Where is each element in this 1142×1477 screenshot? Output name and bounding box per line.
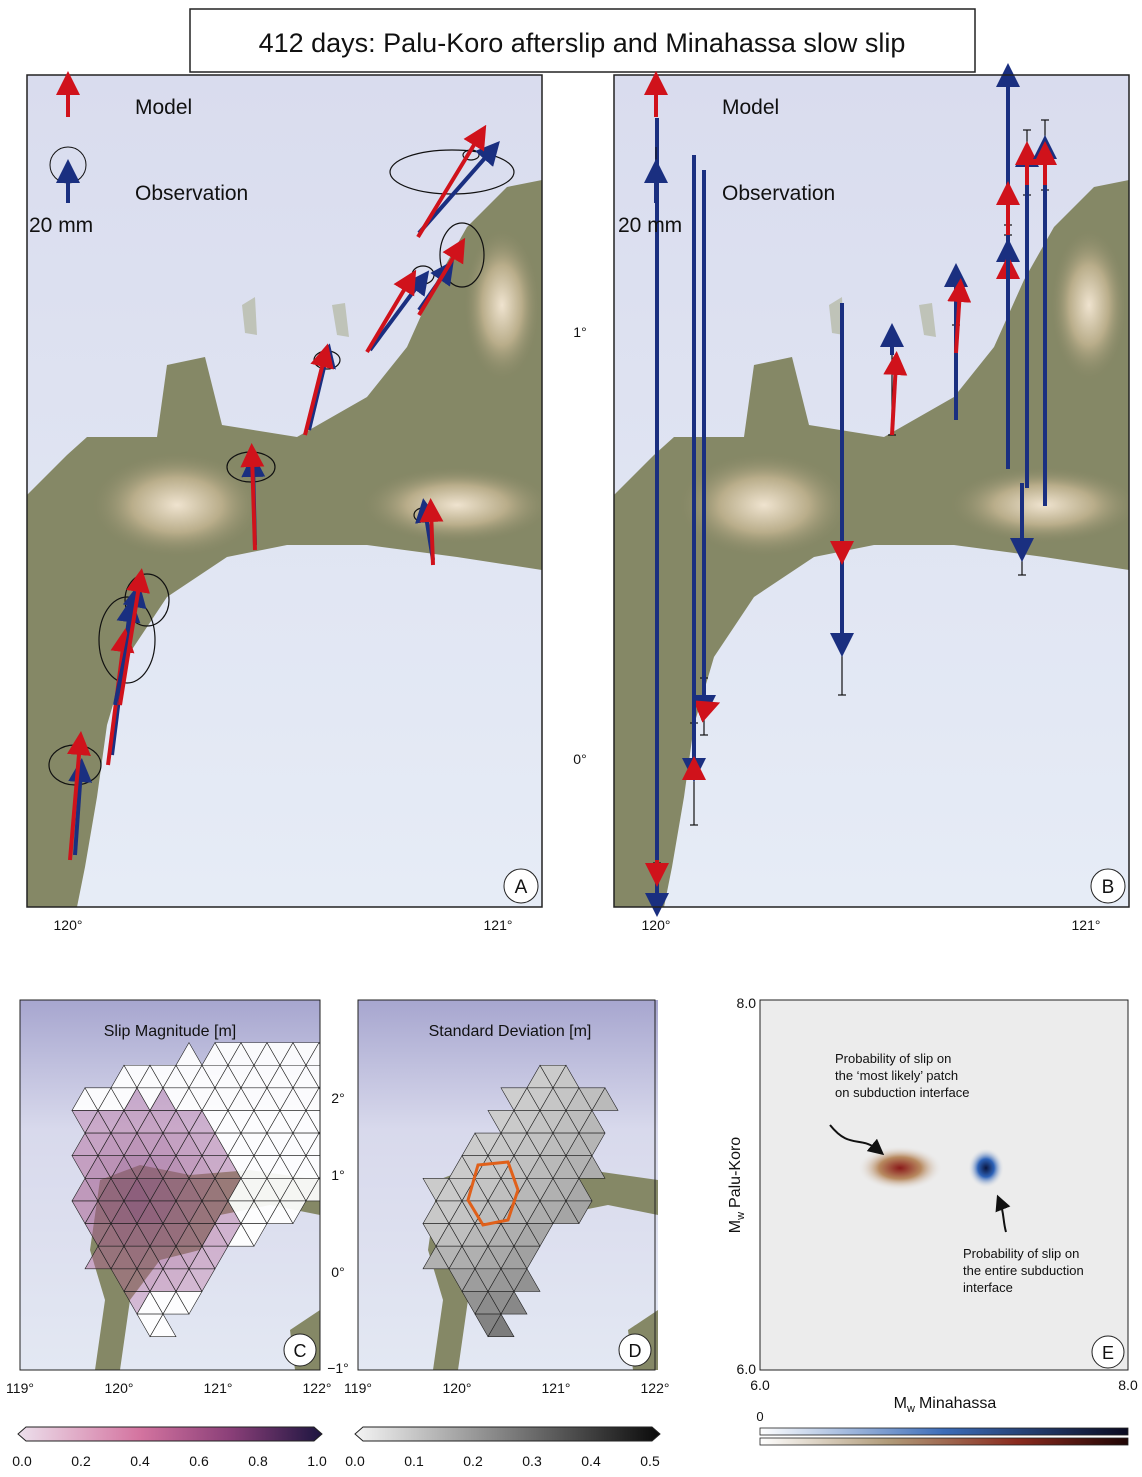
text: Minahassa [919,1395,996,1412]
x-tick-label: 121° [1072,917,1101,933]
colorbar-tick-label: 0.0 [345,1453,365,1469]
colorbar-tick-label: 0.6 [189,1453,209,1469]
annotation-line: on subduction interface [835,1085,969,1100]
legend-observation: Observation [135,182,248,205]
annotation-line: Probability of slip on [963,1246,1079,1261]
figure-title: 412 days: Palu-Koro afterslip and Minaha… [259,28,906,58]
y-ticks-cd: 2° 1° 0° −1° [327,1090,349,1376]
legend-model: Model [722,96,779,119]
colorbar-tick-label: 0.4 [130,1453,150,1469]
colorbar-tick-label: 0.1 [404,1453,424,1469]
colorbar-tick-label: 0.2 [463,1453,483,1469]
panel-c: Slip Magnitude [m] C [20,1000,332,1370]
y-tick-label: 1° [573,324,586,340]
probability-interface [968,1148,1004,1188]
panel-label: A [515,877,528,898]
colorbar [760,1438,1128,1445]
panel-label: E [1102,1343,1114,1363]
legend-model: Model [135,96,192,119]
x-tick-label: 121° [204,1380,233,1396]
y-tick-label: 6.0 [737,1361,757,1377]
annotation: Probability of slip on the ‘most likely’ … [835,1051,969,1100]
x-tick-label: 122° [303,1380,332,1396]
panel-d: Standard Deviation [m] D [358,1000,658,1370]
colorbar [760,1428,1128,1435]
figure: 412 days: Palu-Koro afterslip and Minaha… [0,0,1142,1472]
panel-a: Model Observation 20 mm A [27,75,557,907]
y-tick-label: 1° [331,1167,344,1183]
y-tick-label: 8.0 [737,995,757,1011]
model-arrow [431,510,433,565]
panel-label: B [1102,877,1115,898]
probability-patch [858,1146,942,1190]
panel-label: D [629,1341,642,1361]
colorbar-tick-label: 0.5 [640,1453,660,1469]
annotation-line: the ‘most likely’ patch [835,1068,958,1083]
colorbar-tick-label: 0.2 [71,1453,91,1469]
x-tick-label: 122° [641,1380,670,1396]
text: Palu-Koro [727,1137,744,1208]
x-tick-label: 8.0 [1118,1377,1138,1393]
panel-title: Standard Deviation [m] [429,1023,592,1040]
panel-label: C [294,1341,307,1361]
x-tick-label: 6.0 [750,1377,770,1393]
model-arrow [704,707,709,709]
legend-observation: Observation [722,182,835,205]
x-tick-label: 120° [443,1380,472,1396]
y-tick-label: 0° [331,1264,344,1280]
symbol: M [727,1220,744,1233]
panel-title: Slip Magnitude [m] [104,1023,237,1040]
colorbar-tick-label: 0.8 [248,1453,268,1469]
annotation-line: the entire subduction [963,1263,1084,1278]
panel-e: Probability of slip on the ‘most likely’ … [727,995,1138,1445]
x-tick-label: 120° [642,917,671,933]
colorbar [18,1427,322,1441]
annotation-line: Probability of slip on [835,1051,951,1066]
y-axis-label: Mw Palu-Koro [727,1137,747,1234]
colorbar-tick-label: 0.0 [12,1453,32,1469]
x-tick-label: 119° [344,1380,372,1396]
subscript: w [735,1212,747,1221]
x-tick-label: 119° [6,1380,34,1396]
x-tick-label: 120° [105,1380,134,1396]
colorbar-tick: 0 [756,1409,763,1424]
symbol: M [894,1395,907,1412]
y-tick-label: 0° [573,751,586,767]
y-tick-label: 2° [331,1090,344,1106]
panel-b: Model Observation 20 mm B [614,75,1142,907]
x-ticks-cd: 119° 120° 121° 122° 119° 120° 121° 122° [6,1380,669,1396]
x-axis-label: Mw Minahassa [894,1395,997,1415]
colorbar-tick-label: 0.3 [522,1453,542,1469]
colorbar-ticks: 0.0 0.2 0.4 0.6 0.8 1.0 0.0 0.1 0.2 0.3 0.4 0.5 [12,1453,660,1469]
annotation-line: interface [963,1280,1013,1295]
y-tick-label: −1° [327,1360,349,1376]
subscript: w [906,1403,915,1415]
legend-scale: 20 mm [618,214,682,237]
legend-scale: 20 mm [29,214,93,237]
x-tick-label: 121° [484,917,513,933]
x-tick-label: 120° [54,917,83,933]
x-tick-label: 121° [542,1380,571,1396]
colorbar-tick-label: 0.4 [581,1453,601,1469]
colorbar-tick-label: 1.0 [307,1453,327,1469]
colorbar [355,1427,660,1441]
